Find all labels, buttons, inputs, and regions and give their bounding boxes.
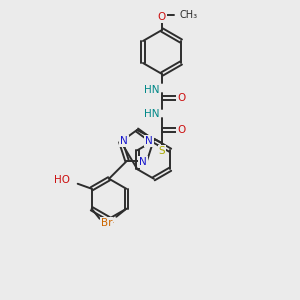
Text: S: S [159, 146, 165, 156]
Text: HN: HN [144, 85, 160, 95]
Text: N: N [139, 157, 147, 167]
Text: O: O [177, 125, 185, 135]
Text: N: N [120, 136, 128, 146]
Text: Br: Br [102, 220, 113, 230]
Text: O: O [177, 93, 185, 103]
Text: O: O [158, 12, 166, 22]
Text: Br: Br [100, 218, 112, 228]
Text: N: N [145, 136, 153, 146]
Text: CH₃: CH₃ [180, 10, 198, 20]
Text: HO: HO [54, 175, 70, 185]
Text: HN: HN [144, 109, 160, 119]
